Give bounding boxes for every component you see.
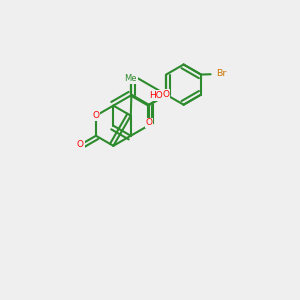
Text: O: O bbox=[145, 118, 152, 127]
Text: HO: HO bbox=[149, 91, 163, 100]
Text: O: O bbox=[77, 140, 84, 149]
Text: O: O bbox=[92, 111, 100, 120]
Text: O: O bbox=[163, 90, 170, 99]
Text: Br: Br bbox=[217, 70, 227, 78]
Text: Me: Me bbox=[124, 74, 137, 83]
